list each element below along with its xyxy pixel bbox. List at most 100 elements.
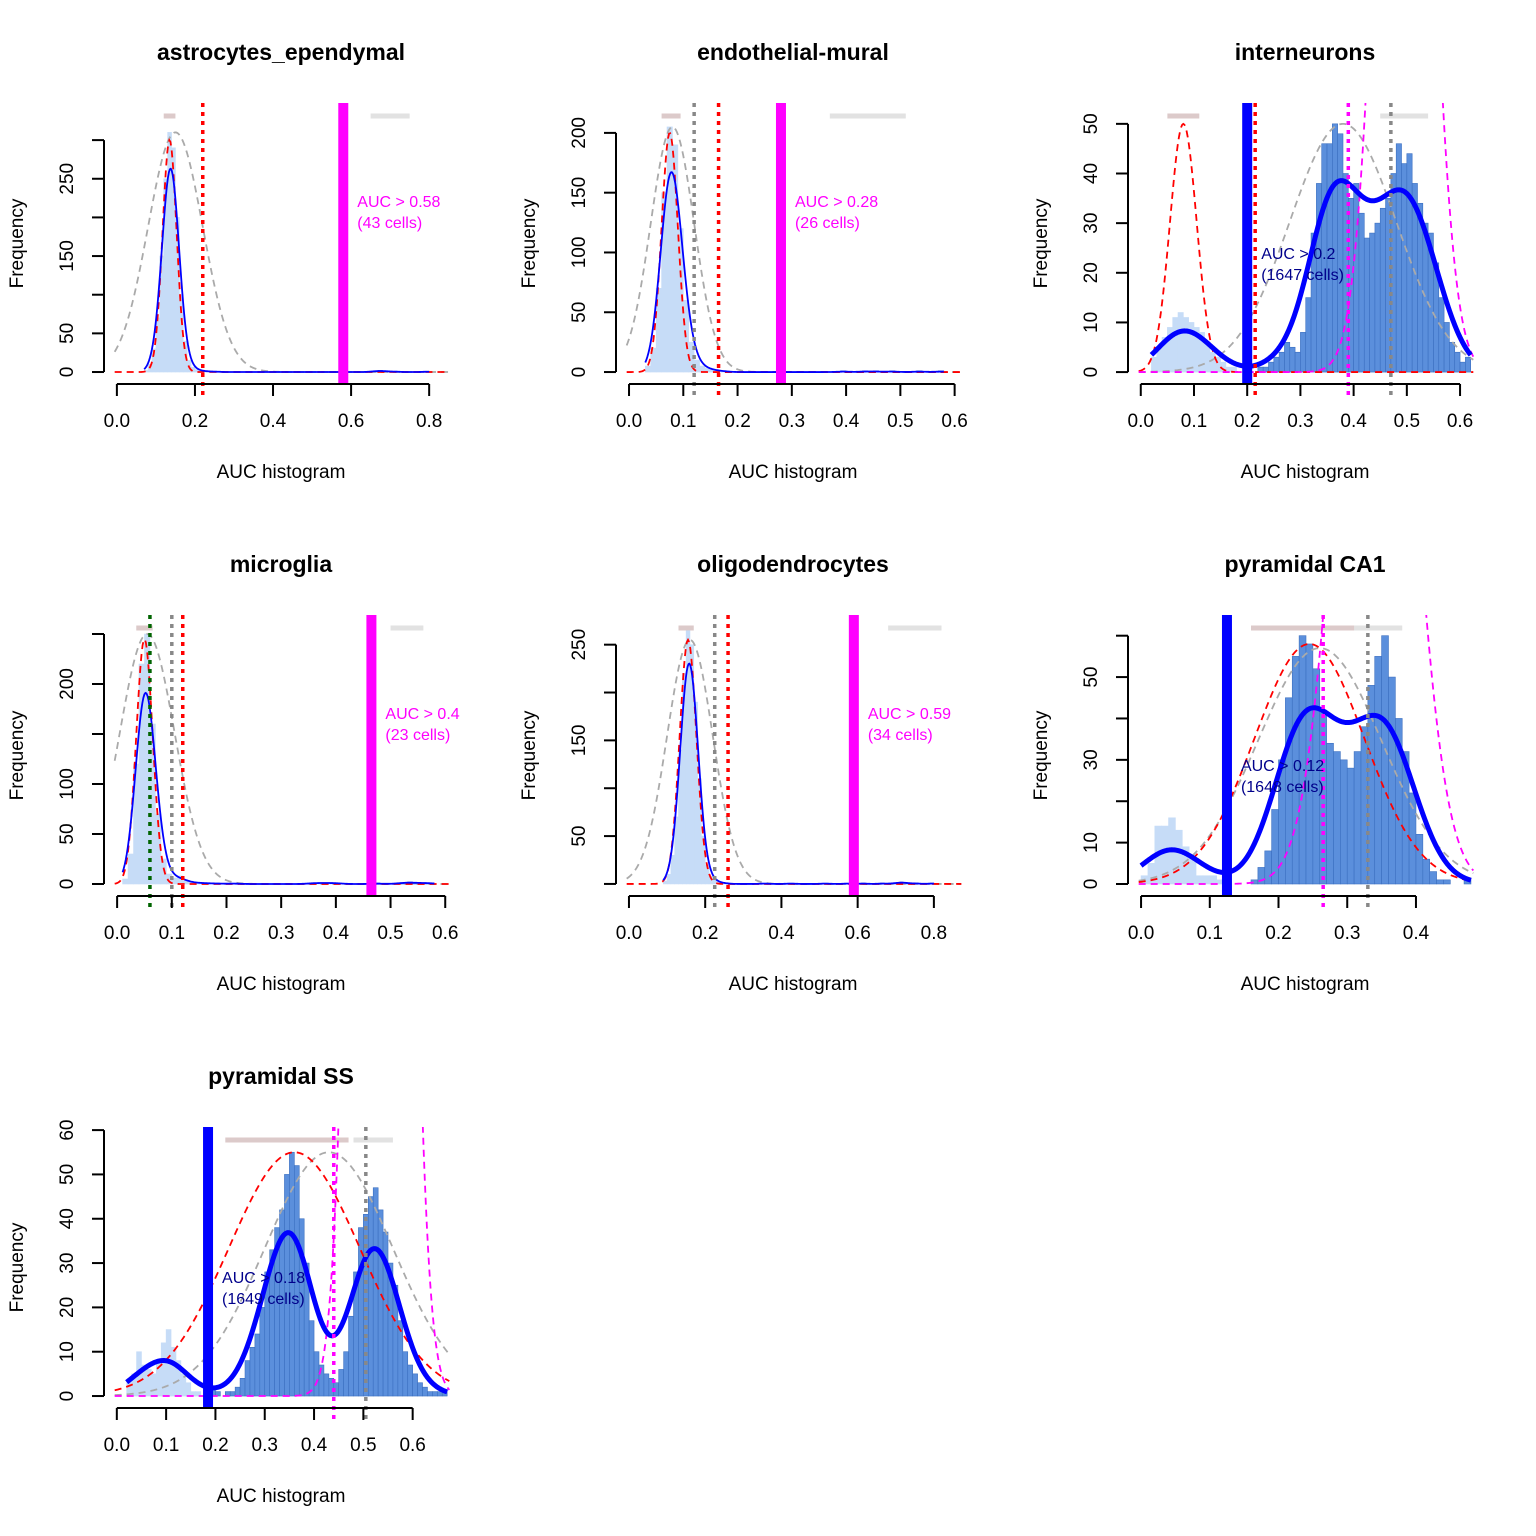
density-curve	[644, 171, 944, 373]
histogram-bar	[1268, 361, 1275, 373]
histogram-bar	[712, 879, 717, 885]
panel-endothelial-mural: AUC > 0.28 (26 cells) 0.0 0.1 0.2 0.3 0.4 0.5 0.…	[519, 39, 968, 483]
histogram-bar	[1443, 879, 1451, 885]
plot-area	[1138, 103, 1475, 373]
histogram-bar	[432, 1391, 438, 1397]
histogram-bar	[1264, 850, 1272, 885]
histogram-bar	[122, 878, 129, 885]
x-tick-label: 0.4	[301, 1435, 328, 1456]
y-tick-label: 50	[569, 302, 590, 323]
plot-area	[625, 113, 962, 373]
x-tick-label: 0.0	[616, 411, 642, 432]
histogram-bar	[666, 126, 673, 373]
histogram-bar	[323, 1373, 330, 1397]
histogram-bar	[1209, 351, 1216, 373]
histogram-bar	[1278, 351, 1285, 373]
histogram-bar	[170, 1346, 177, 1397]
panel-title: oligodendrocytes	[697, 551, 889, 577]
histogram-bar	[1177, 312, 1184, 373]
fitted-curve	[114, 1151, 450, 1392]
y-tick-label: 0	[1081, 879, 1102, 890]
x-tick-label: 0.6	[941, 411, 967, 432]
x-tick-label: 0.2	[182, 411, 208, 432]
histogram-bar	[1209, 875, 1217, 885]
histogram-bar	[1422, 858, 1431, 885]
panel-pyramidal-ss: AUC > 0.18 (1649 cells) 0.0 0.1 0.2 0.3 0.4 0.5…	[7, 1063, 451, 1507]
histogram-bar	[127, 853, 134, 885]
threshold-cells-label: (23 cells)	[385, 727, 450, 744]
histogram-bar	[348, 1315, 354, 1397]
histogram-bar	[1436, 879, 1444, 885]
histogram-bar	[367, 1196, 374, 1397]
histogram-bar	[666, 874, 672, 885]
threshold-cells-label: (43 cells)	[357, 215, 422, 232]
x-tick-label: 0.2	[724, 411, 750, 432]
histogram-bar	[155, 317, 161, 373]
y-tick-label: 100	[57, 768, 78, 800]
x-tick-label: 0.1	[153, 1435, 179, 1456]
panel-interneurons: AUC > 0.2 (1647 cells) 0.0 0.1 0.2 0.3 0.4 0.5 0…	[1031, 39, 1475, 483]
histogram-bar	[1151, 356, 1158, 373]
y-axis-label: Frequency	[519, 198, 540, 288]
histogram-bar	[1358, 212, 1365, 373]
histogram-bar	[249, 1346, 256, 1397]
panel-astrocytes-ependymal: AUC > 0.58 (43 cells) 0.0 0.2 0.4 0.6 0.8 0 50 15…	[7, 39, 450, 483]
panel-title: microglia	[230, 551, 332, 577]
x-tick-label: 0.4	[833, 411, 860, 432]
plot-area	[114, 1127, 451, 1397]
histogram-bar	[1340, 759, 1348, 885]
histogram-bar	[417, 1382, 423, 1397]
histogram-bar	[1438, 297, 1445, 373]
y-tick-label: 20	[1081, 262, 1102, 283]
y-tick-label: 50	[1081, 667, 1102, 688]
histogram-bar	[1312, 668, 1321, 885]
y-tick-label: 10	[1081, 312, 1102, 333]
histogram-bar	[239, 1378, 246, 1397]
panel-title: astrocytes_ependymal	[157, 39, 405, 65]
plot-area	[113, 625, 450, 885]
histogram-bar	[407, 1364, 413, 1397]
histogram-bar	[338, 1369, 344, 1397]
y-tick-label: 200	[57, 668, 78, 700]
histogram-bar	[422, 1386, 428, 1397]
y-tick-label: 30	[57, 1252, 78, 1273]
x-tick-label: 0.6	[844, 923, 870, 944]
histogram-bar	[229, 1391, 236, 1397]
y-tick-label: 0	[569, 367, 590, 378]
threshold-cells-label: (1649 cells)	[222, 1291, 305, 1308]
histogram-bar	[701, 835, 706, 885]
histogram-bar	[1415, 834, 1424, 885]
y-tick-label: 100	[569, 237, 590, 269]
y-tick-label: 10	[1081, 832, 1102, 853]
x-axis-label: AUC histogram	[729, 974, 858, 995]
x-tick-label: 0.0	[104, 923, 130, 944]
x-tick-label: 0.3	[268, 923, 294, 944]
threshold-cells-label: (34 cells)	[868, 727, 933, 744]
panel-title: pyramidal SS	[208, 1063, 354, 1089]
x-tick-label: 0.8	[416, 411, 442, 432]
histogram-bar	[234, 1386, 241, 1397]
x-axis-label: AUC histogram	[729, 462, 858, 483]
panel-oligodendrocytes: AUC > 0.59 (34 cells) 0.0 0.2 0.4 0.6 0.8 50 150…	[519, 551, 962, 995]
x-tick-label: 0.5	[887, 411, 913, 432]
histogram-bar	[372, 1187, 379, 1397]
histogram-bar	[308, 1320, 315, 1397]
histogram-bar	[1369, 232, 1376, 373]
density-curve	[662, 662, 934, 885]
x-tick-label: 0.5	[377, 923, 403, 944]
histogram-bar	[215, 1391, 221, 1397]
histogram-bar	[670, 854, 675, 885]
x-tick-label: 0.5	[1394, 411, 1420, 432]
y-axis-label: Frequency	[7, 198, 28, 288]
y-axis-label: Frequency	[1031, 710, 1052, 800]
histogram-bar	[1374, 222, 1381, 373]
histogram-bar	[313, 1351, 320, 1397]
x-tick-label: 0.2	[202, 1435, 228, 1456]
y-tick-label: 0	[1081, 367, 1102, 378]
y-tick-label: 0	[57, 367, 78, 378]
fitted-curve	[1138, 122, 1474, 373]
histogram-bar	[195, 1391, 201, 1397]
x-axis-label: AUC histogram	[217, 462, 346, 483]
x-tick-label: 0.3	[779, 411, 805, 432]
x-tick-label: 0.2	[213, 923, 239, 944]
